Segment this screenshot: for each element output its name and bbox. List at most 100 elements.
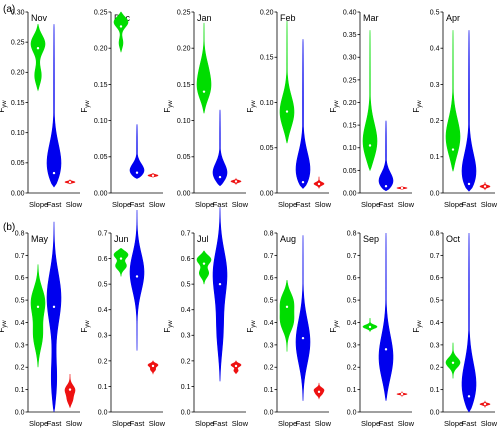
y-tick-label: 0.15 <box>11 100 25 107</box>
y-tick-label: 0.2 <box>15 365 25 372</box>
median-marker <box>218 175 222 179</box>
y-axis-label-sub: yw <box>334 100 340 108</box>
category-label: Slow <box>66 200 83 209</box>
chart-panel-nov: 0.000.050.100.150.200.250.30NovFywSlopeF… <box>0 9 83 209</box>
panel-title: Feb <box>280 13 296 23</box>
category-label: Slow <box>149 200 166 209</box>
y-axis-label-main: F <box>412 108 421 113</box>
category-label: Fast <box>296 200 312 209</box>
y-tick-label: 0.25 <box>94 9 108 16</box>
violin-fast <box>212 109 228 187</box>
y-tick-label: 0.10 <box>260 100 274 107</box>
y-tick-label: 0.4 <box>430 46 440 53</box>
y-tick-label: 0.20 <box>343 100 357 107</box>
y-tick-label: 0.00 <box>343 190 357 197</box>
y-axis-label-main: F <box>412 328 421 333</box>
category-label: Slow <box>315 200 332 209</box>
y-tick-label: 0.7 <box>98 230 108 237</box>
y-tick-label: 0.0 <box>98 409 108 416</box>
y-tick-label: 0.0 <box>15 409 25 416</box>
median-marker <box>234 364 238 368</box>
violin-slope <box>279 279 295 352</box>
y-tick-label: 0.5 <box>430 298 440 305</box>
violin-slope <box>445 30 461 172</box>
category-label: Fast <box>296 419 312 428</box>
y-tick-label: 0.6 <box>347 275 357 282</box>
category-label: Slope <box>444 200 463 209</box>
panel-label-b: (b) <box>3 222 15 233</box>
category-label: Fast <box>213 419 229 428</box>
y-tick-label: 0.1 <box>98 384 108 391</box>
median-marker <box>36 47 40 50</box>
y-tick-label: 0.05 <box>94 154 108 161</box>
y-tick-label: 0.00 <box>177 190 191 197</box>
chart-panel-mar: 0.00 0.05 0.10 0.15 0.20 0.25 0.30 0.35 0.40 Mar F… <box>329 9 415 209</box>
y-tick-label: 0.4 <box>181 307 191 314</box>
chart-panel-may: 0.0 0.1 0.2 0.3 0.4 0.5 0.6 0.7 0.8 May Fyw SlopeFa… <box>0 221 83 428</box>
y-tick-label: 0.00 <box>11 190 25 197</box>
violin-slope <box>279 21 295 144</box>
median-marker <box>384 348 388 351</box>
y-tick-label: 0.6 <box>15 275 25 282</box>
median-marker <box>451 148 455 151</box>
y-tick-label: 0.30 <box>343 55 357 62</box>
y-tick-label: 0.1 <box>430 154 440 161</box>
y-tick-label: 0.5 <box>347 298 357 305</box>
violin-slope <box>445 342 461 379</box>
y-tick-label: 0.10 <box>94 118 108 125</box>
y-tick-label: 0.8 <box>264 230 274 237</box>
y-tick-label: 0.05 <box>177 154 191 161</box>
y-axis-label-sub: yw <box>168 320 174 328</box>
y-tick-label: 0.6 <box>430 275 440 282</box>
y-tick-label: 0.15 <box>343 123 357 130</box>
panel-title: Sep <box>363 234 379 244</box>
y-axis-label: Fyw <box>412 100 423 113</box>
violin-slow <box>313 176 325 189</box>
category-label: Slow <box>149 419 166 428</box>
median-marker <box>285 305 289 309</box>
chart-panel-oct: 0.0 0.1 0.2 0.3 0.4 0.5 0.6 0.7 0.8 Oct Fyw SlopeFa… <box>412 230 498 428</box>
violin-slope <box>113 247 129 277</box>
category-label: Slope <box>29 200 48 209</box>
y-tick-label: 0.25 <box>177 9 191 16</box>
y-tick-label: 0.40 <box>343 9 357 16</box>
violin-fast <box>295 235 311 401</box>
violin-slope <box>362 317 378 333</box>
y-axis-label-main: F <box>0 108 6 113</box>
median-marker <box>119 257 123 260</box>
violin-slow <box>147 360 159 375</box>
category-label: Slope <box>361 200 380 209</box>
y-tick-label: 0.25 <box>343 77 357 84</box>
y-axis-label: Fyw <box>246 100 257 113</box>
y-tick-label: 0.1 <box>347 387 357 394</box>
panel-title: Nov <box>31 13 48 23</box>
y-tick-label: 0.3 <box>15 342 25 349</box>
y-tick-label: 0.7 <box>430 253 440 260</box>
y-tick-label: 0.05 <box>343 168 357 175</box>
violin-fast <box>461 232 477 413</box>
median-marker <box>119 25 123 28</box>
category-label: Fast <box>213 200 229 209</box>
y-tick-label: 0.00 <box>260 190 274 197</box>
y-tick-label: 0.7 <box>347 253 357 260</box>
median-marker <box>368 325 372 329</box>
y-tick-label: 0.5 <box>15 298 25 305</box>
y-axis-label-sub: yw <box>334 320 340 328</box>
category-label: Slope <box>112 419 131 428</box>
category-label: Slow <box>315 419 332 428</box>
median-marker <box>36 305 40 309</box>
y-tick-label: 0.2 <box>430 365 440 372</box>
y-tick-label: 0.05 <box>260 145 274 152</box>
y-tick-label: 0.1 <box>15 387 25 394</box>
category-label: Slow <box>481 419 498 428</box>
y-axis-label: Fyw <box>0 100 8 113</box>
chart-panel-sep: 0.0 0.1 0.2 0.3 0.4 0.5 0.6 0.7 0.8 Sep Fyw SlopeFa… <box>329 230 415 428</box>
median-marker <box>467 182 471 186</box>
panel-title: Apr <box>446 13 460 23</box>
y-axis-label-main: F <box>246 328 255 333</box>
y-tick-label: 0.35 <box>343 32 357 39</box>
category-label: Slow <box>232 419 249 428</box>
violin-fast <box>46 24 62 188</box>
panel-title: Jun <box>114 234 129 244</box>
